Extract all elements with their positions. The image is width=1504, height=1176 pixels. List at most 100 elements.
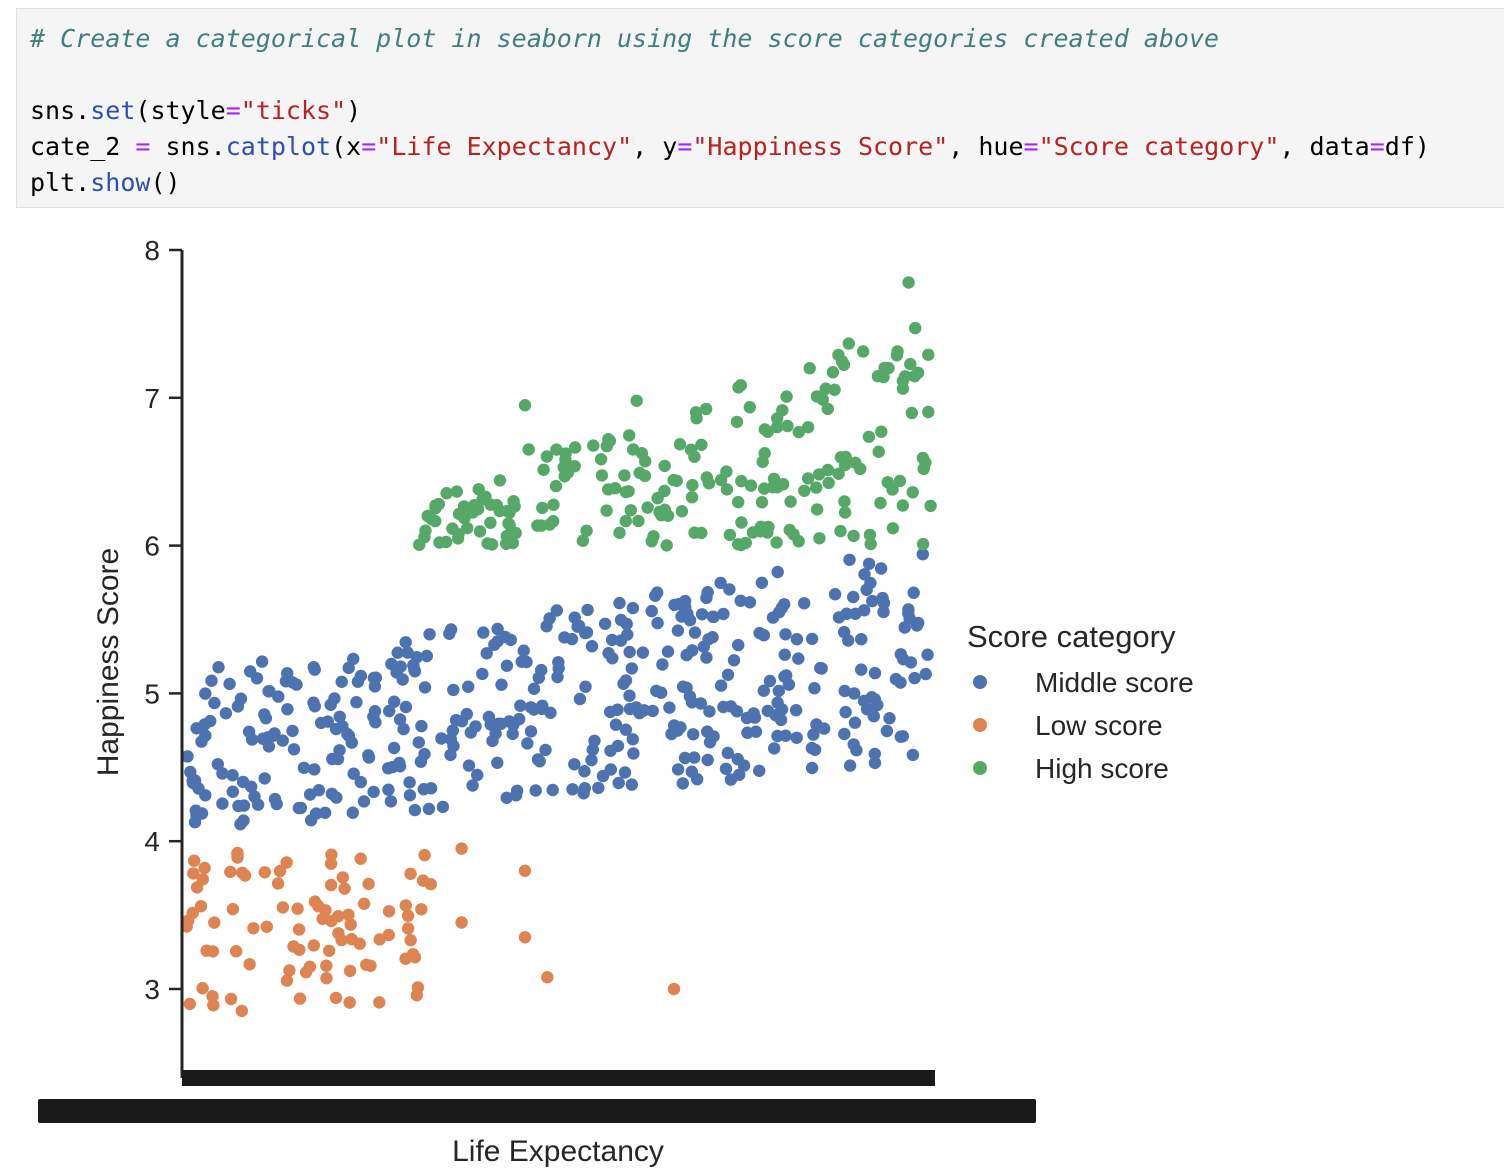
middle-score-point [527,682,541,695]
middle-score-point [789,704,803,717]
middle-score-point [250,672,264,685]
middle-score-point [609,718,623,731]
high-score-point [906,486,919,499]
middle-score-point [544,706,557,719]
high-score-point [433,536,446,549]
high-score-point [842,337,855,350]
high-score-point [835,355,849,368]
high-score-point [543,518,556,531]
low-score-point [404,867,417,880]
low-score-point [292,923,306,936]
middle-score-point [604,744,617,757]
low-score-point [247,922,260,935]
low-score-point [399,899,412,912]
middle-score-point [619,674,633,687]
middle-score-point [860,703,874,716]
middle-score-point [188,774,202,787]
middle-score-point [910,619,924,632]
middle-score-point [342,661,355,675]
middle-score-point [790,633,804,646]
middle-score-point [805,632,819,646]
high-score-point [780,390,793,403]
middle-score-point [403,776,416,789]
middle-score-point [476,667,489,681]
high-score-point [587,439,600,452]
low-score-point [260,920,273,933]
middle-score-point [847,738,860,751]
middle-score-point [188,816,202,829]
high-score-point [695,438,708,451]
middle-score-point [506,727,519,741]
middle-score-point [515,655,528,668]
middle-score-point [838,684,851,698]
x-tick-labels-overlap [38,1099,1036,1123]
low-score-point [320,959,333,972]
middle-score-point [494,717,508,730]
x-axis-dense-ticks [182,1070,935,1086]
middle-score-point [656,658,669,671]
high-score-point [595,469,609,482]
middle-score-point [663,701,676,714]
high-score-point [576,534,590,547]
high-score-point [684,443,698,456]
high-score-point [832,467,845,480]
low-score-point [183,997,196,1011]
middle-score-point [839,705,852,719]
high-score-point [890,349,904,362]
low-score-point [287,940,300,953]
code-editor[interactable]: # Create a categorical plot in seaborn u… [30,21,1430,201]
middle-score-point [645,604,658,618]
middle-score-point [418,681,432,694]
high-score-point [922,348,935,361]
middle-score-point [532,671,545,684]
middle-score-point [308,763,321,776]
middle-score-point [307,696,320,709]
high-score-point [481,537,494,550]
middle-score-point [743,596,757,609]
high-score-point [744,479,758,492]
legend-label-low-score: Low score [1035,710,1163,741]
middle-score-point [627,747,640,760]
high-score-point [732,495,745,509]
middle-score-point [779,729,792,742]
high-score-point [689,406,703,419]
high-score-point [493,504,506,518]
high-score-point [623,429,636,442]
high-score-point [917,462,930,476]
high-score-point [602,433,615,446]
legend-marker-middle-score [973,675,987,689]
high-score-point [886,483,899,496]
middle-score-point [614,613,628,627]
high-score-point [922,405,935,419]
high-score-point [798,484,811,497]
x-axis-label: Life Expectancy [452,1135,664,1168]
middle-score-point [382,762,395,775]
middle-score-point [234,818,247,831]
middle-score-point [805,761,819,775]
middle-score-point [514,699,527,712]
high-score-point [473,525,487,538]
low-score-point [404,934,417,947]
middle-score-point [585,640,599,653]
code-cell[interactable]: # Create a categorical plot in seaborn u… [16,8,1504,208]
low-score-point [342,908,355,921]
middle-score-point [921,648,934,661]
middle-score-point [212,661,225,674]
high-score-point [508,500,521,513]
middle-score-point [602,647,615,660]
middle-score-point [626,733,639,746]
middle-score-point [714,576,727,590]
low-score-point [243,958,256,971]
high-score-point [506,527,519,540]
middle-score-point [706,631,719,644]
high-score-point [559,453,572,466]
middle-score-point [550,604,563,617]
high-score-point [871,370,885,383]
middle-score-point [540,620,553,633]
middle-score-point [695,608,709,621]
middle-score-point [749,725,763,738]
high-score-point [822,476,835,490]
middle-score-point [208,696,221,710]
low-score-point [196,873,209,886]
middle-score-point [333,710,346,723]
